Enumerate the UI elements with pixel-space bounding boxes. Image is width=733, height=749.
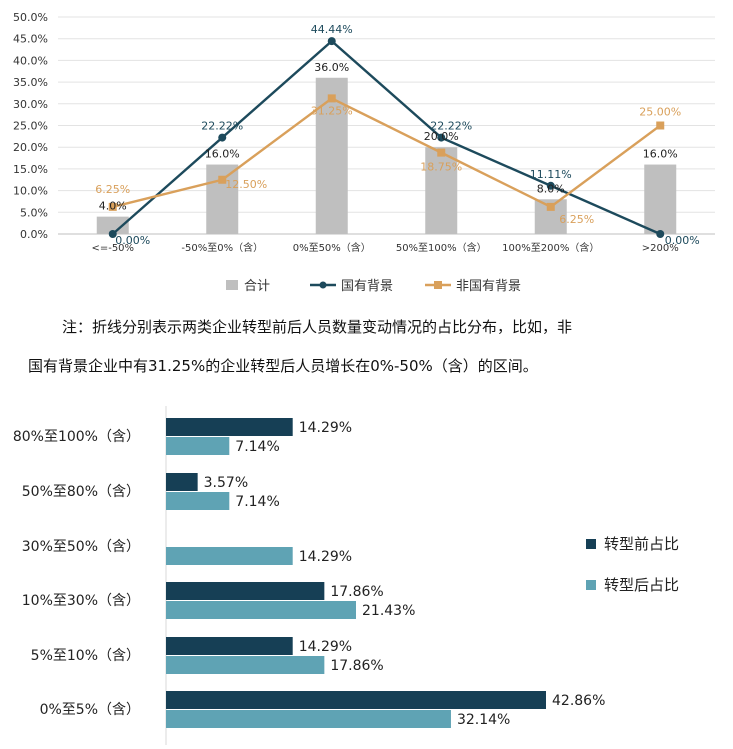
category-label: 80%至100%（含） [13, 429, 140, 445]
x-tick-label: 100%至200%（含） [502, 241, 599, 254]
point-state-owned [218, 133, 227, 142]
data-label-before: 3.57% [204, 475, 248, 491]
y-tick-label: 25.0% [13, 120, 48, 133]
line-data-label-non-state-owned: 31.25% [311, 104, 353, 117]
y-tick-label: 15.0% [13, 163, 48, 176]
y-tick-label: 40.0% [13, 54, 48, 67]
data-label-before: 42.86% [552, 693, 605, 709]
data-label-after: 21.43% [362, 603, 415, 619]
x-tick-label: >200% [642, 243, 679, 254]
y-tick-label: 20.0% [13, 141, 48, 154]
line-data-label-state-owned: 44.44% [311, 23, 353, 36]
horizontal-bar-chart: 80%至100%（含） 14.29% 7.14% 50%至80%（含） 3.57% 7.1… [13, 406, 679, 745]
line-non-state-owned [112, 96, 661, 209]
data-label-after: 7.14% [235, 439, 279, 455]
point-state-owned [656, 230, 665, 238]
bar-data-label: 36.0% [314, 61, 349, 74]
point-state-owned [546, 181, 555, 190]
line-data-label-state-owned: 22.22% [201, 120, 243, 133]
point-non-state-owned [218, 175, 227, 184]
data-label-after: 17.86% [330, 658, 383, 674]
data-label-after: 32.14% [457, 712, 510, 728]
line-data-label-state-owned: 0.00% [115, 234, 150, 247]
legend-swatch-before [586, 539, 596, 549]
y-tick-label: 10.0% [13, 185, 48, 198]
data-label-after: 14.29% [299, 549, 352, 565]
line-data-label-non-state-owned: 6.25% [559, 213, 594, 226]
legend-marker-non-state-owned [434, 281, 442, 289]
bar-before [166, 691, 546, 709]
x-tick-label: <=-50% [91, 243, 134, 254]
data-label-before: 14.29% [299, 639, 352, 655]
x-tick-label: 0%至50%（含） [293, 241, 371, 254]
bar-data-label: 16.0% [205, 148, 240, 161]
data-label-before: 17.86% [330, 584, 383, 600]
bar-total [206, 164, 239, 234]
category-label: 0%至5%（含） [40, 702, 140, 718]
point-non-state-owned [546, 202, 555, 211]
legend-label-after: 转型后占比 [604, 576, 679, 594]
legend-label-state-owned: 国有背景 [341, 279, 393, 294]
bar-total [96, 216, 129, 234]
point-state-owned [108, 230, 117, 238]
data-label-before: 14.29% [299, 420, 352, 436]
category-label: 50%至80%（含） [22, 484, 140, 500]
bar-before [166, 473, 198, 491]
bar-after [166, 656, 325, 674]
line-data-label-non-state-owned: 6.25% [95, 183, 130, 196]
bar-data-label: 20.0% [424, 130, 459, 143]
bar-before [166, 418, 293, 436]
data-label-after: 7.14% [235, 494, 279, 510]
note-line-2: 国有背景企业中有31.25%的企业转型后人员增长在0%-50%（含）的区间。 [28, 357, 538, 375]
legend-label-non-state-owned: 非国有背景 [456, 279, 521, 294]
combo-chart: 0.0% 5.0% 10.0% 15.0% 20.0% 25.0% 30.0% 35.0% 40… [13, 11, 715, 294]
bar-total [425, 147, 458, 234]
point-state-owned [437, 133, 446, 142]
y-tick-label: 35.0% [13, 76, 48, 89]
legend-marker-state-owned [319, 281, 327, 289]
legend-swatch-after [586, 580, 596, 590]
note-line-1: 注：折线分别表示两类企业转型前后人员数量变动情况的占比分布，比如，非 [62, 318, 573, 336]
point-non-state-owned [108, 202, 117, 211]
category-label: 5%至10%（含） [31, 648, 140, 664]
y-tick-label: 30.0% [13, 98, 48, 111]
x-tick-label: -50%至0%（含） [181, 241, 263, 254]
x-tick-label: 50%至100%（含） [396, 241, 487, 254]
bar-total [644, 164, 677, 234]
bar-after [166, 437, 230, 455]
line-data-label-state-owned: 11.11% [530, 168, 572, 181]
line-data-label-non-state-owned: 12.50% [225, 178, 267, 191]
category-label: 10%至30%（含） [22, 593, 140, 609]
line-state-owned [111, 39, 661, 236]
point-non-state-owned [656, 121, 665, 130]
line-data-label-state-owned: 22.22% [430, 120, 472, 133]
line-data-label-state-owned: 0.00% [665, 234, 700, 247]
bar-after [166, 710, 451, 728]
bar-after [166, 601, 356, 619]
bar-data-label: 8.0% [537, 182, 565, 195]
bar-after [166, 492, 230, 510]
category-label: 30%至50%（含） [22, 539, 140, 555]
bar-before [166, 582, 325, 600]
line-data-label-non-state-owned: 25.00% [639, 106, 681, 119]
point-non-state-owned [327, 94, 336, 103]
legend-swatch-total [226, 280, 238, 290]
y-tick-label: 0.0% [20, 228, 48, 241]
y-tick-label: 5.0% [20, 206, 48, 219]
point-state-owned [327, 37, 336, 46]
line-data-label-non-state-owned: 18.75% [420, 161, 462, 174]
y-tick-label: 45.0% [13, 33, 48, 46]
legend-label-before: 转型前占比 [604, 535, 679, 553]
bar-data-label: 4.0% [99, 200, 127, 213]
bar-after [166, 547, 293, 565]
y-tick-label: 50.0% [13, 11, 48, 24]
point-non-state-owned [437, 148, 446, 157]
legend-label-total: 合计 [244, 279, 270, 294]
bar-data-label: 16.0% [643, 148, 678, 161]
bar-before [166, 637, 293, 655]
